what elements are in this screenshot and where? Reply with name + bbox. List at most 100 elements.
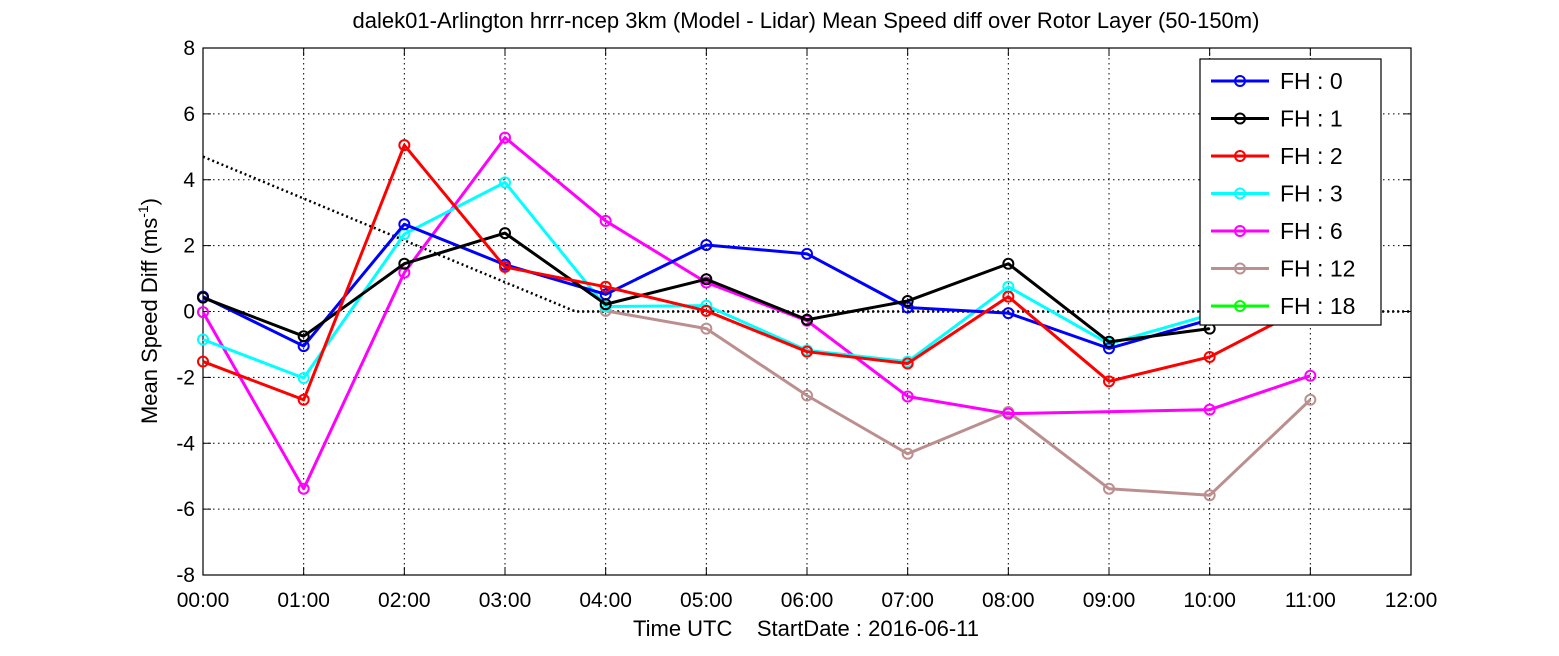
- legend-item-fh0: FH : 0: [1211, 68, 1343, 94]
- grid-lines: [203, 48, 1411, 575]
- legend-label: FH : 1: [1280, 106, 1343, 132]
- series-fh6: [197, 131, 1317, 495]
- series-fh2-point: [297, 393, 310, 406]
- x-tick-label: 09:00: [1083, 589, 1136, 612]
- series-fh6-point: [1304, 369, 1317, 382]
- y-tick-label: 8: [183, 37, 195, 60]
- series-fh12-point: [901, 447, 914, 460]
- series-fh1-point: [297, 330, 310, 343]
- legend-label: FH : 6: [1280, 218, 1343, 244]
- x-axis-label-prefix: Time UTC: [633, 616, 733, 641]
- series-fh12-point: [700, 322, 713, 335]
- series-fh6-point: [599, 214, 612, 227]
- series-fh6-point: [1203, 403, 1216, 416]
- series-fh0-point: [801, 247, 813, 260]
- series-fh6-point: [297, 482, 310, 495]
- legend-marker: [1234, 225, 1246, 237]
- x-tick-label: 10:00: [1183, 589, 1236, 612]
- series-fh6-point: [197, 306, 209, 319]
- series-fh1-line: [202, 231, 1210, 344]
- y-tick-label: -6: [176, 498, 195, 521]
- series-fh3-point: [197, 333, 209, 346]
- x-tick-labels: 00:00 01:00 02:00 03:00 04:00 05:00 06:00 07:00…: [177, 589, 1438, 612]
- series-fh12-point: [1203, 489, 1216, 502]
- x-tick-label: 01:00: [277, 589, 330, 612]
- legend-marker: [1234, 262, 1246, 275]
- series-fh0-point: [901, 301, 914, 314]
- series-fh1-point: [197, 291, 209, 304]
- legend-label: FH : 18: [1280, 293, 1355, 319]
- x-tick-label: 07:00: [881, 589, 934, 612]
- x-tick-label: 06:00: [781, 589, 834, 612]
- legend-item-fh2: FH : 2: [1211, 143, 1343, 169]
- legend-marker: [1234, 300, 1246, 312]
- legend-marker: [1234, 150, 1246, 162]
- series-fh6-point: [1002, 407, 1015, 420]
- y-tick-label: -8: [176, 564, 195, 587]
- series-fh2-point: [1002, 290, 1015, 303]
- x-tick-label: 02:00: [378, 589, 431, 612]
- series-fh1-point: [700, 273, 713, 286]
- x-tick-label: 12:00: [1385, 589, 1438, 612]
- series-fh0-point: [398, 218, 411, 231]
- series-fh12-line: [605, 309, 1312, 497]
- series-fh12-point: [801, 389, 813, 402]
- series-fh12-point: [1304, 393, 1317, 406]
- legend-item-fh3: FH : 3: [1211, 181, 1343, 207]
- series-fh6-point: [398, 266, 411, 279]
- legend-label: FH : 0: [1280, 68, 1343, 94]
- series-fh6-point: [901, 390, 914, 403]
- chart-title: dalek01-Arlington hrrr-ncep 3km (Model -…: [353, 8, 1260, 33]
- x-tick-label: 04:00: [579, 589, 632, 612]
- series-fh6-point: [499, 131, 511, 144]
- series-layer: [197, 131, 1411, 502]
- series-fh1-point: [1103, 335, 1115, 348]
- legend-marker: [1234, 187, 1246, 200]
- x-axis-label: Time UTC StartDate : 2016-06-11: [633, 616, 979, 641]
- series-fh1-point: [499, 227, 511, 240]
- y-axis-label: Mean Speed Diff (ms-1): [135, 198, 162, 424]
- series-fh2-line: [202, 143, 1312, 402]
- y-tick-label: -2: [176, 366, 195, 389]
- series-fh2-point: [801, 345, 813, 358]
- series-fh1-point: [901, 294, 914, 307]
- legend-label: FH : 2: [1280, 143, 1343, 169]
- x-tick-label: 08:00: [982, 589, 1035, 612]
- series-fh2-point: [599, 280, 612, 293]
- series-fh2-point: [1203, 350, 1216, 363]
- series-fh2-point: [700, 304, 713, 317]
- legend-item-fh1: FH : 1: [1211, 106, 1343, 132]
- x-tick-label: 03:00: [479, 589, 532, 612]
- legend-label: FH : 12: [1280, 256, 1355, 282]
- series-fh3-point: [297, 372, 310, 385]
- y-tick-label: -4: [176, 432, 195, 455]
- y-tick-label: 6: [183, 103, 195, 126]
- y-axis-label-suffix: ): [137, 198, 162, 205]
- series-fh1-point: [1002, 257, 1015, 270]
- series-fh2-point: [901, 357, 914, 370]
- series-fh0-point: [700, 238, 713, 251]
- x-tick-label: 00:00: [177, 589, 230, 612]
- series-fh2-point: [1103, 375, 1115, 388]
- series-fh2: [197, 139, 1317, 406]
- series-fh2-point: [398, 139, 411, 152]
- y-tick-labels: 8 6 4 2 0 -2 -4 -6 -8: [176, 37, 195, 587]
- legend-marker: [1234, 75, 1246, 87]
- series-fh1-point: [398, 257, 411, 270]
- y-axis-label-prefix: Mean Speed Diff (ms: [137, 218, 162, 424]
- series-fh12: [599, 304, 1317, 502]
- x-axis-label-suffix: StartDate : 2016-06-11: [757, 616, 979, 641]
- x-tick-label: 11:00: [1285, 589, 1336, 612]
- x-tick-label: 05:00: [680, 589, 733, 612]
- series-fh2-point: [197, 355, 209, 368]
- legend-item-fh12: FH : 12: [1211, 256, 1355, 282]
- y-tick-label: 0: [183, 301, 195, 324]
- legend-marker: [1234, 112, 1246, 125]
- legend-item-fh18: FH : 18: [1211, 293, 1355, 319]
- y-tick-label: 4: [183, 169, 195, 192]
- series-fh0-point: [1103, 342, 1115, 355]
- series-fh0-point: [1002, 307, 1015, 320]
- trend-line: [202, 155, 1411, 313]
- legend-item-fh6: FH : 6: [1211, 218, 1343, 244]
